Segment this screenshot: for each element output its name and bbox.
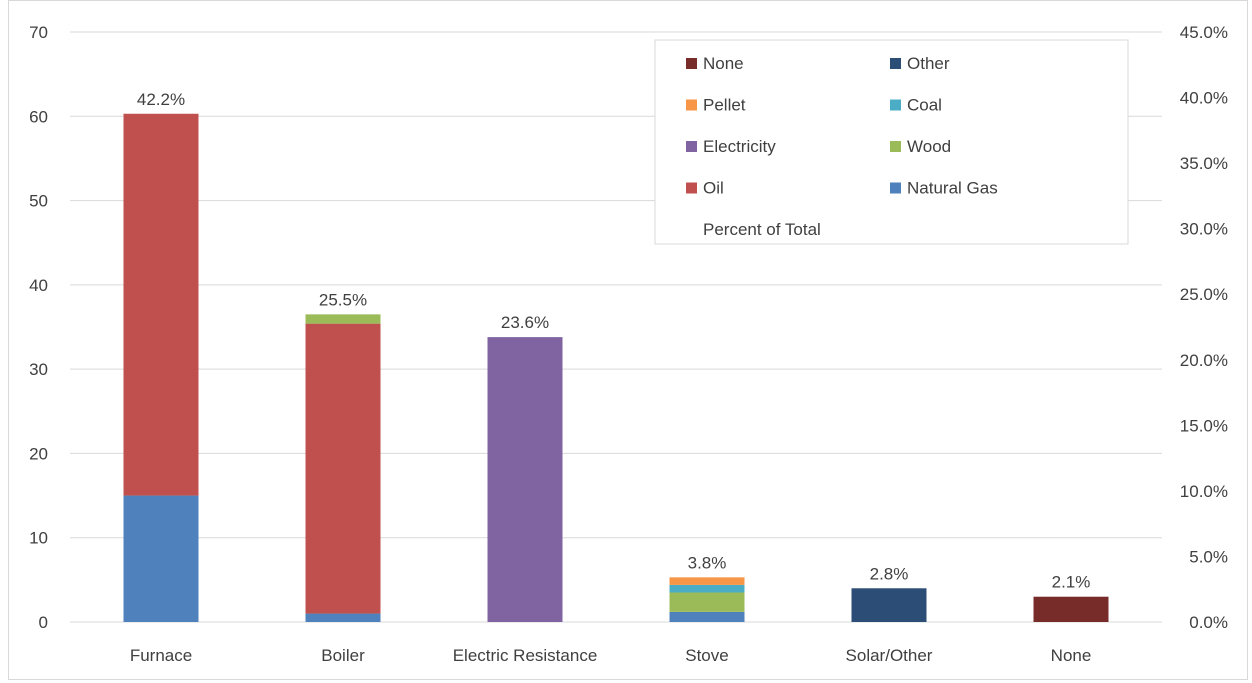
bar-segment	[669, 584, 745, 593]
percent-label: 42.2%	[137, 90, 185, 109]
bar-segment	[305, 314, 381, 324]
y-right-tick-label: 0.0%	[1189, 613, 1228, 632]
x-tick-label: None	[1051, 646, 1092, 665]
legend-label: Natural Gas	[907, 179, 998, 198]
y-left-tick-label: 60	[29, 107, 48, 126]
y-right-tick-label: 20.0%	[1180, 351, 1228, 370]
legend-label: Other	[907, 54, 950, 73]
legend-label: Coal	[907, 96, 942, 115]
bars	[123, 113, 1109, 622]
bar-segment	[669, 592, 745, 612]
percent-label: 2.8%	[870, 564, 909, 583]
x-tick-label: Stove	[685, 646, 728, 665]
y-left-tick-label: 0	[39, 613, 48, 632]
bar-segment	[487, 337, 563, 622]
percent-label: 25.5%	[319, 290, 367, 309]
bar-segment	[123, 113, 199, 496]
y-right-tick-label: 5.0%	[1189, 547, 1228, 566]
y-left-tick-label: 10	[29, 529, 48, 548]
y-axis-left: 0 10 20 30 40 50 60 70	[29, 23, 48, 632]
y-left-tick-label: 30	[29, 360, 48, 379]
bar-segment	[305, 613, 381, 622]
x-axis: Furnace Boiler Electric Resistance Stove Sol…	[130, 646, 1092, 665]
bar-segment	[123, 495, 199, 622]
bar-segment	[851, 588, 927, 622]
y-axis-right: 0.0% 5.0% 10.0% 15.0% 20.0% 25.0% 30.0% 35.0% 40…	[1180, 23, 1228, 632]
y-left-tick-label: 40	[29, 276, 48, 295]
y-left-tick-label: 50	[29, 192, 48, 211]
y-right-tick-label: 30.0%	[1180, 220, 1228, 239]
x-tick-label: Solar/Other	[846, 646, 933, 665]
bar-segment	[305, 323, 381, 614]
legend-label: Percent of Total	[703, 220, 821, 239]
bar-segment	[1033, 596, 1109, 622]
legend-label: Pellet	[703, 96, 746, 115]
legend-swatch	[686, 182, 697, 194]
legend-label: Electricity	[703, 137, 776, 156]
gridlines	[70, 31, 1162, 623]
bar-segment	[669, 577, 745, 585]
y-left-tick-label: 70	[29, 23, 48, 42]
y-right-tick-label: 10.0%	[1180, 482, 1228, 501]
percent-label: 23.6%	[501, 313, 549, 332]
legend-swatch	[686, 58, 697, 69]
y-right-tick-label: 25.0%	[1180, 285, 1228, 304]
x-tick-label: Electric Resistance	[453, 646, 598, 665]
x-tick-label: Boiler	[321, 646, 365, 665]
legend: None Other Pellet Coal Electricity Wood Oil Nat…	[654, 39, 1129, 245]
legend-label: Oil	[703, 179, 724, 198]
legend-swatch	[890, 99, 901, 111]
legend-swatch	[686, 141, 697, 152]
y-left-tick-label: 20	[29, 444, 48, 463]
data-labels: 42.2% 25.5% 23.6% 3.8% 2.8% 2.1%	[137, 90, 1090, 592]
y-right-tick-label: 40.0%	[1180, 89, 1228, 108]
y-right-tick-label: 35.0%	[1180, 154, 1228, 173]
legend-swatch	[890, 182, 901, 194]
y-right-tick-label: 45.0%	[1180, 23, 1228, 42]
legend-swatch	[686, 99, 697, 111]
x-tick-label: Furnace	[130, 646, 192, 665]
legend-swatch	[890, 58, 901, 69]
legend-label: None	[703, 54, 744, 73]
percent-label: 2.1%	[1052, 573, 1091, 592]
bar-segment	[669, 611, 745, 622]
legend-label: Wood	[907, 137, 951, 156]
y-right-tick-label: 15.0%	[1180, 416, 1228, 435]
percent-label: 3.8%	[688, 553, 727, 572]
chart-frame	[8, 0, 1248, 680]
legend-swatch	[890, 141, 901, 152]
